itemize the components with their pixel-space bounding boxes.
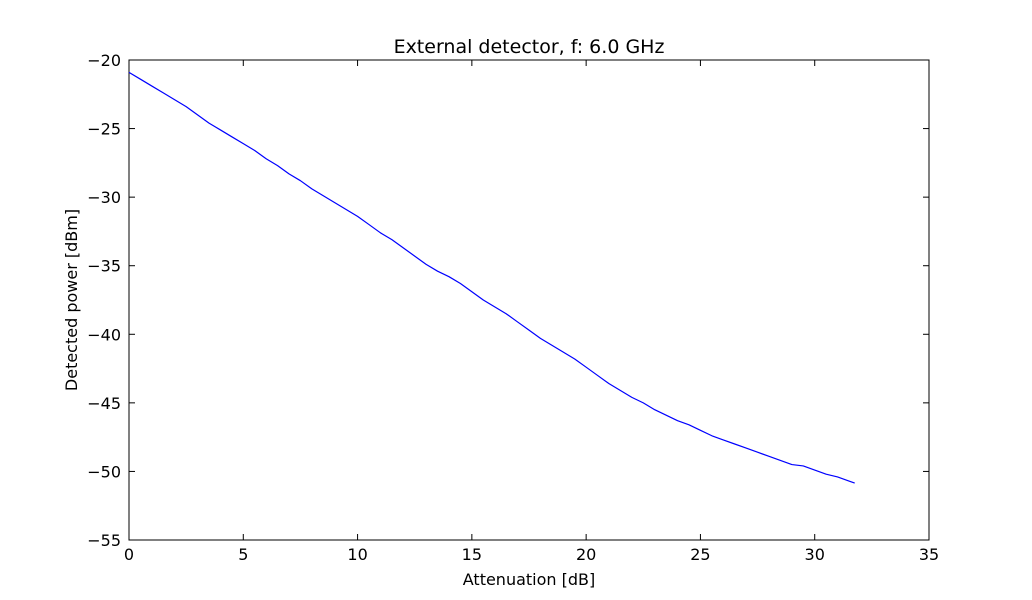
x-tick-label: 20 bbox=[576, 545, 596, 564]
y-tick-label: −45 bbox=[87, 394, 121, 413]
y-tick-label: −55 bbox=[87, 531, 121, 550]
x-tick-label: 0 bbox=[124, 545, 134, 564]
tick-marks bbox=[128, 59, 930, 541]
plot-frame bbox=[128, 59, 930, 541]
y-tick-label: −50 bbox=[87, 462, 121, 481]
x-tick-label: 15 bbox=[462, 545, 482, 564]
series-line bbox=[128, 71, 855, 484]
y-tick-label: −30 bbox=[87, 188, 121, 207]
x-tick-label: 35 bbox=[919, 545, 939, 564]
x-tick-labels: 0 5 10 15 20 25 30 35 bbox=[124, 545, 939, 564]
x-tick-label: 5 bbox=[238, 545, 248, 564]
y-axis-label: Detected power [dBm] bbox=[62, 209, 81, 391]
chart-title: External detector, f: 6.0 GHz bbox=[394, 36, 665, 58]
x-axis-label: Attenuation [dB] bbox=[463, 570, 596, 589]
x-tick-label: 25 bbox=[690, 545, 710, 564]
x-tick-label: 10 bbox=[347, 545, 367, 564]
y-tick-label: −25 bbox=[87, 120, 121, 139]
series-layer bbox=[128, 71, 855, 484]
y-tick-label: −35 bbox=[87, 257, 121, 276]
y-tick-labels: −20 −25 −30 −35 −40 −45 −50 −55 bbox=[87, 51, 121, 550]
y-tick-label: −20 bbox=[87, 51, 121, 70]
plot-area: 0 5 10 15 20 25 30 35 −20 −25 −30 −35 −40 −45 −50 −55 bbox=[87, 51, 939, 564]
y-tick-label: −40 bbox=[87, 325, 121, 344]
x-tick-label: 30 bbox=[805, 545, 825, 564]
